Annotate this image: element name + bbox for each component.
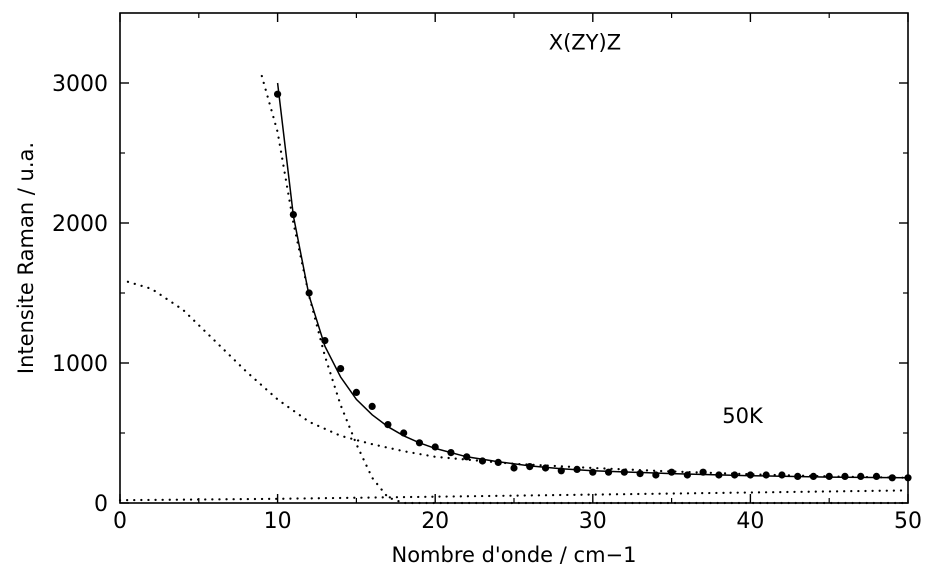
axis-tick-labels: 0 10 20 30 40 50 0 1000 2000 3000 bbox=[52, 72, 922, 534]
data-point bbox=[857, 472, 865, 480]
y-tick-label: 1000 bbox=[52, 352, 108, 377]
data-point bbox=[557, 467, 565, 475]
data-point bbox=[384, 421, 392, 429]
data-point bbox=[668, 468, 676, 476]
plot-frame bbox=[119, 12, 909, 504]
data-point bbox=[809, 472, 818, 480]
data-point bbox=[872, 472, 881, 480]
data-point bbox=[762, 471, 770, 479]
data-point bbox=[478, 457, 487, 465]
data-point bbox=[794, 472, 802, 480]
data-point bbox=[652, 471, 660, 479]
y-tick-label: 0 bbox=[94, 492, 108, 517]
data-point bbox=[510, 464, 518, 472]
y-tick-label: 3000 bbox=[52, 72, 108, 97]
data-point bbox=[463, 453, 471, 461]
data-point bbox=[636, 470, 644, 478]
data-point bbox=[274, 90, 282, 98]
data-point bbox=[337, 365, 345, 373]
y-axis-title: Intensite Raman / u.a. bbox=[14, 142, 38, 374]
x-axis-title: Nombre d'onde / cm−1 bbox=[391, 543, 636, 567]
data-point bbox=[541, 464, 550, 472]
data-point bbox=[746, 471, 755, 479]
data-point bbox=[494, 458, 502, 466]
data-point bbox=[620, 468, 628, 476]
data-point bbox=[731, 471, 739, 479]
data-point bbox=[604, 468, 613, 476]
data-point bbox=[888, 474, 896, 482]
axis-ticks bbox=[119, 13, 909, 504]
data-point bbox=[683, 471, 691, 479]
data-point bbox=[368, 402, 376, 410]
data-point bbox=[289, 211, 297, 219]
data-markers bbox=[274, 90, 912, 482]
data-point bbox=[352, 388, 360, 396]
polarization-label: X(ZY)Z bbox=[549, 30, 621, 54]
x-tick-label: 30 bbox=[579, 509, 607, 534]
x-tick-label: 0 bbox=[113, 509, 127, 534]
data-point bbox=[400, 429, 408, 437]
x-tick-label: 10 bbox=[264, 509, 292, 534]
dotted-component-curve bbox=[126, 280, 910, 479]
fit-solid-curve bbox=[276, 82, 909, 479]
y-tick-label: 2000 bbox=[52, 212, 108, 237]
data-point bbox=[431, 443, 439, 451]
data-point bbox=[415, 439, 424, 447]
temperature-label: 50K bbox=[722, 404, 764, 428]
fit-curves bbox=[118, 74, 910, 505]
data-point bbox=[447, 449, 455, 457]
x-tick-label: 20 bbox=[421, 509, 449, 534]
data-point bbox=[825, 472, 833, 480]
data-point bbox=[715, 471, 723, 479]
data-point bbox=[526, 463, 534, 471]
data-point bbox=[321, 337, 329, 345]
data-point bbox=[904, 474, 912, 482]
x-tick-label: 40 bbox=[736, 509, 764, 534]
data-point bbox=[699, 468, 707, 476]
data-point bbox=[305, 289, 313, 297]
data-point bbox=[778, 471, 786, 479]
x-tick-label: 50 bbox=[894, 509, 922, 534]
dotted-component-curve bbox=[260, 74, 910, 505]
data-point bbox=[841, 472, 849, 480]
data-point bbox=[589, 468, 597, 476]
data-point bbox=[573, 465, 581, 473]
